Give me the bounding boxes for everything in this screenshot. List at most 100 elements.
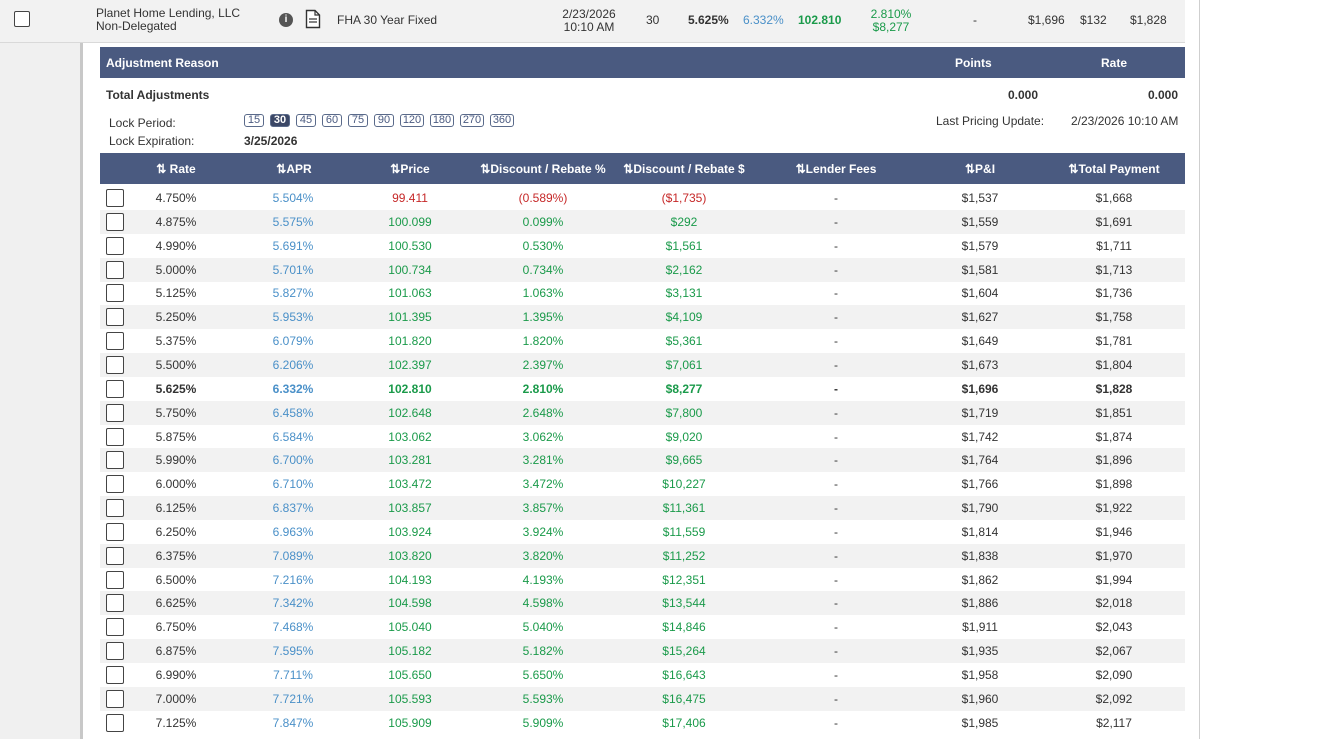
- rate-row-checkbox[interactable]: [106, 475, 124, 493]
- total-payment-cell: $1,736: [1095, 286, 1133, 300]
- col-header-discount-pct[interactable]: ⇅Discount / Rebate %: [480, 162, 606, 176]
- total-adjustments-points: 0.000: [1008, 88, 1039, 102]
- pi-cell: $1,579: [961, 239, 999, 253]
- lender-select-checkbox[interactable]: [14, 11, 30, 27]
- rate-row[interactable]: 6.375% 7.089% 103.820 3.820% $11,252 - $1,838 $…: [100, 544, 1185, 568]
- rate-row-checkbox[interactable]: [106, 356, 124, 374]
- apr-cell: 7.342%: [272, 596, 314, 610]
- rate-row[interactable]: 5.000% 5.701% 100.734 0.734% $2,162 - $1,581 $1…: [100, 258, 1185, 282]
- discount-amt-cell: $8,277: [665, 382, 703, 396]
- rate-row[interactable]: 5.250% 5.953% 101.395 1.395% $4,109 - $1,627 $1…: [100, 305, 1185, 329]
- lock-period-option[interactable]: 60: [322, 114, 342, 127]
- rate-row[interactable]: 7.125% 7.847% 105.909 5.909% $17,406 - $1,985 $…: [100, 711, 1185, 735]
- apr-cell: 6.458%: [272, 406, 314, 420]
- lock-period-option[interactable]: 360: [490, 114, 514, 127]
- rate-row-checkbox[interactable]: [106, 284, 124, 302]
- lock-period-option[interactable]: 270: [460, 114, 484, 127]
- pi-cell: $1,960: [961, 692, 999, 706]
- rate-row-checkbox[interactable]: [106, 618, 124, 636]
- rate-row-checkbox[interactable]: [106, 594, 124, 612]
- rate-row-checkbox[interactable]: [106, 428, 124, 446]
- lock-period-option[interactable]: 15: [244, 114, 264, 127]
- rate-row[interactable]: 6.125% 6.837% 103.857 3.857% $11,361 - $1,790 $…: [100, 496, 1185, 520]
- col-header-lender-fees[interactable]: ⇅Lender Fees: [795, 162, 877, 176]
- col-header-rate[interactable]: ⇅ Rate: [156, 162, 196, 176]
- discount-pct-cell: (0.589%): [518, 191, 568, 205]
- price-cell: 103.472: [388, 477, 432, 491]
- apr-cell: 6.332%: [272, 382, 314, 396]
- rate-row[interactable]: 5.625% 6.332% 102.810 2.810% $8,277 - $1,696 $1…: [100, 377, 1185, 401]
- price-cell: 101.820: [388, 334, 432, 348]
- adjustment-header: Adjustment Reason Points Rate: [100, 47, 1185, 78]
- rate-row-checkbox[interactable]: [106, 690, 124, 708]
- rate-row[interactable]: 6.990% 7.711% 105.650 5.650% $16,643 - $1,958 $…: [100, 663, 1185, 687]
- rate-row[interactable]: 6.500% 7.216% 104.193 4.193% $12,351 - $1,862 $…: [100, 568, 1185, 592]
- info-icon[interactable]: i: [279, 13, 293, 27]
- rate-row-checkbox[interactable]: [106, 571, 124, 589]
- col-header-total-payment[interactable]: ⇅Total Payment: [1068, 162, 1160, 176]
- rate-row[interactable]: 5.500% 6.206% 102.397 2.397% $7,061 - $1,673 $1…: [100, 353, 1185, 377]
- rate-row-checkbox[interactable]: [106, 404, 124, 422]
- rate-row-checkbox[interactable]: [106, 714, 124, 732]
- price-cell: 100.530: [388, 239, 432, 253]
- apr-cell: 5.701%: [272, 263, 314, 277]
- rate-row-checkbox[interactable]: [106, 523, 124, 541]
- pricing-time: 10:10 AM: [563, 20, 615, 34]
- rate-row[interactable]: 5.375% 6.079% 101.820 1.820% $5,361 - $1,649 $1…: [100, 329, 1185, 353]
- rate-row-checkbox[interactable]: [106, 499, 124, 517]
- rate-row[interactable]: 6.250% 6.963% 103.924 3.924% $11,559 - $1,814 $…: [100, 520, 1185, 544]
- rate-row[interactable]: 4.990% 5.691% 100.530 0.530% $1,561 - $1,579 $1…: [100, 234, 1185, 258]
- lock-period-option[interactable]: 120: [400, 114, 424, 127]
- discount-amt-cell: $11,361: [662, 501, 706, 515]
- col-header-discount-amt[interactable]: ⇅Discount / Rebate $: [623, 162, 745, 176]
- price-cell: 102.397: [388, 358, 432, 372]
- rate-row-checkbox[interactable]: [106, 189, 124, 207]
- rate-row-checkbox[interactable]: [106, 261, 124, 279]
- lender-fees-cell: -: [834, 573, 838, 587]
- rate-row-checkbox[interactable]: [106, 380, 124, 398]
- rate-row[interactable]: 5.125% 5.827% 101.063 1.063% $3,131 - $1,604 $1…: [100, 281, 1185, 305]
- rate-row[interactable]: 4.750% 5.504% 99.411 (0.589%) ($1,735) - $1,53…: [100, 186, 1185, 210]
- rate-row-checkbox[interactable]: [106, 308, 124, 326]
- rate-cell: 6.375%: [155, 549, 197, 563]
- rate-row[interactable]: 7.000% 7.721% 105.593 5.593% $16,475 - $1,960 $…: [100, 687, 1185, 711]
- rate-row[interactable]: 6.625% 7.342% 104.598 4.598% $13,544 - $1,886 $…: [100, 591, 1185, 615]
- lock-period-option[interactable]: 75: [348, 114, 368, 127]
- total-payment-cell: $1,874: [1095, 430, 1133, 444]
- rate-row-checkbox[interactable]: [106, 547, 124, 565]
- rate-row-checkbox[interactable]: [106, 213, 124, 231]
- pi-cell: $1,764: [961, 453, 999, 467]
- rate-row-checkbox[interactable]: [106, 642, 124, 660]
- rate-cell: 7.000%: [155, 692, 197, 706]
- lock-period-option[interactable]: 30: [270, 114, 290, 127]
- col-header-pi[interactable]: ⇅P&I: [964, 162, 996, 176]
- rate-row-checkbox[interactable]: [106, 666, 124, 684]
- lender-price: 102.810: [798, 13, 842, 27]
- lock-period-option[interactable]: 180: [430, 114, 454, 127]
- apr-cell: 6.079%: [272, 334, 314, 348]
- rate-row[interactable]: 5.750% 6.458% 102.648 2.648% $7,800 - $1,719 $1…: [100, 401, 1185, 425]
- discount-pct-cell: 0.734%: [522, 263, 564, 277]
- lock-period-option[interactable]: 90: [374, 114, 394, 127]
- lender-fees-cell: -: [834, 430, 838, 444]
- pi-cell: $1,604: [961, 286, 999, 300]
- col-header-apr[interactable]: ⇅APR: [276, 162, 312, 176]
- rate-row[interactable]: 6.750% 7.468% 105.040 5.040% $14,846 - $1,911 $…: [100, 615, 1185, 639]
- rate-row[interactable]: 5.875% 6.584% 103.062 3.062% $9,020 - $1,742 $1…: [100, 425, 1185, 449]
- rate-row-checkbox[interactable]: [106, 451, 124, 469]
- rate-row[interactable]: 6.875% 7.595% 105.182 5.182% $15,264 - $1,935 $…: [100, 639, 1185, 663]
- rate-row[interactable]: 4.875% 5.575% 100.099 0.099% $292 - $1,559 $1,6…: [100, 210, 1185, 234]
- lock-period-option[interactable]: 45: [296, 114, 316, 127]
- discount-amt-cell: $292: [670, 215, 698, 229]
- lender-type: Non-Delegated: [96, 19, 177, 33]
- apr-cell: 6.963%: [272, 525, 314, 539]
- rate-row-checkbox[interactable]: [106, 332, 124, 350]
- price-cell: 103.281: [388, 453, 432, 467]
- col-header-price[interactable]: ⇅Price: [390, 162, 430, 176]
- rate-cell: 6.750%: [155, 620, 197, 634]
- rate-row[interactable]: 5.990% 6.700% 103.281 3.281% $9,665 - $1,764 $1…: [100, 448, 1185, 472]
- document-icon[interactable]: [305, 9, 321, 29]
- rate-cell: 6.875%: [155, 644, 197, 658]
- rate-row[interactable]: 6.000% 6.710% 103.472 3.472% $10,227 - $1,766 $…: [100, 472, 1185, 496]
- rate-row-checkbox[interactable]: [106, 237, 124, 255]
